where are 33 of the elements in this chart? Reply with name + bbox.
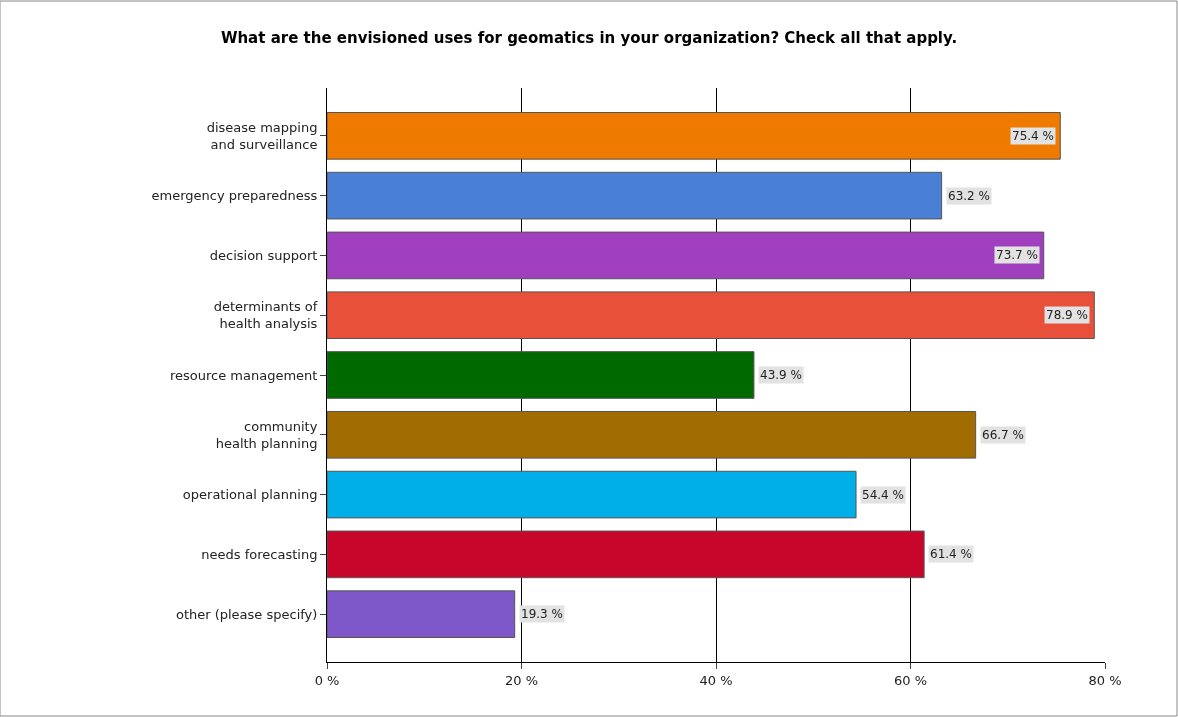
data-label: 73.7 % <box>996 248 1038 262</box>
y-tick-label: determinants of health analysis <box>213 299 318 332</box>
y-tick-label: community health planning <box>215 418 318 451</box>
y-tick-label: emergency preparedness <box>151 188 318 204</box>
bar <box>327 231 1045 280</box>
data-label: 54.4 % <box>862 488 904 502</box>
bar <box>327 590 516 638</box>
y-tick-label: resource management <box>169 367 318 383</box>
y-tick-label: decision support <box>209 247 318 263</box>
bar <box>327 351 755 399</box>
y-tick-label: other (please specify) <box>175 606 318 622</box>
y-tick-label: operational planning <box>182 487 318 503</box>
data-label: 63.2 % <box>948 189 990 203</box>
x-tick-label: 40 % <box>699 672 733 688</box>
data-label: 43.9 % <box>760 368 802 382</box>
bar <box>327 410 977 459</box>
data-label: 78.9 % <box>1046 308 1088 322</box>
data-label: 61.4 % <box>930 547 972 561</box>
data-label: 75.4 % <box>1012 129 1054 143</box>
data-label: 19.3 % <box>521 607 563 621</box>
x-tick-label: 20 % <box>504 672 539 688</box>
x-tick-label: 80 % <box>1088 672 1122 688</box>
bar <box>327 291 1095 340</box>
bar <box>327 470 857 519</box>
bar <box>327 112 1061 160</box>
chart-title: What are the envisioned uses for geomatics in your organization? Check all that apply. <box>220 28 958 47</box>
x-tick-label: 0 % <box>314 672 340 688</box>
bar <box>327 530 925 579</box>
data-label: 66.7 % <box>982 428 1024 442</box>
bar <box>327 171 943 220</box>
y-tick-label: needs forecasting <box>201 546 318 562</box>
y-tick-label: disease mapping and surveillance <box>206 119 318 152</box>
x-tick-label: 60 % <box>893 672 928 688</box>
